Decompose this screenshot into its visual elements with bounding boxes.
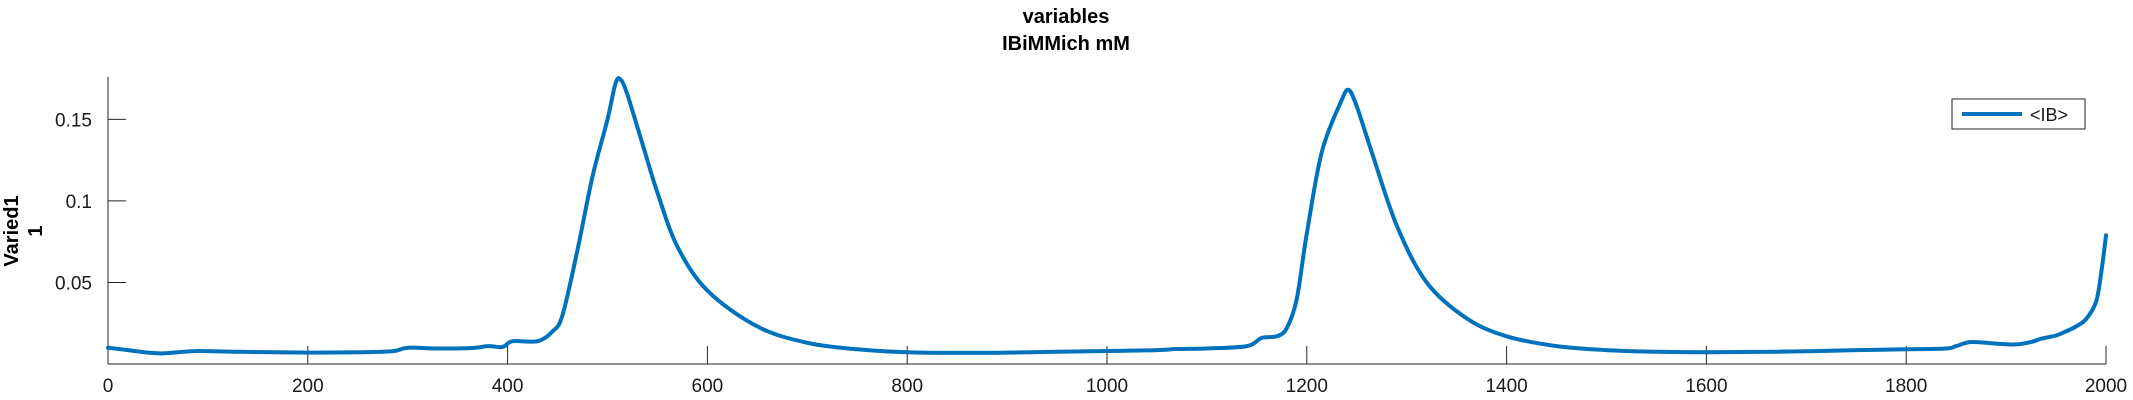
y-axis-label: Varied1 1	[1, 195, 47, 266]
x-tick-label-800: 800	[891, 376, 923, 397]
x-tick-label-1000: 1000	[1086, 376, 1128, 397]
series-line-ib	[106, 76, 2108, 356]
y-axis-label-line-1: Varied1	[1, 195, 23, 266]
chart-title-line-2: IBiMMich mM	[1002, 33, 1130, 55]
x-tick-label-1800: 1800	[1885, 376, 1927, 397]
x-tick-label-200: 200	[292, 376, 324, 397]
x-tick-label-1400: 1400	[1485, 376, 1527, 397]
x-tick-label-2000: 2000	[2085, 376, 2127, 397]
x-tick-label-400: 400	[492, 376, 524, 397]
x-tick-label-0: 0	[103, 376, 114, 397]
y-tick-label-0.05: 0.05	[55, 273, 92, 294]
x-tick-label-600: 600	[692, 376, 724, 397]
legend-entry-ib: <IB>	[2030, 105, 2068, 125]
legend: <IB>	[1951, 98, 2086, 130]
y-axis-label-line-2: 1	[25, 225, 47, 236]
y-tick-label-0.1: 0.1	[66, 192, 92, 213]
y-tick-label-0.15: 0.15	[55, 110, 92, 131]
chart-title-line-1: variables	[1023, 6, 1110, 28]
x-tick-label-1600: 1600	[1685, 376, 1727, 397]
x-tick-label-1200: 1200	[1286, 376, 1328, 397]
